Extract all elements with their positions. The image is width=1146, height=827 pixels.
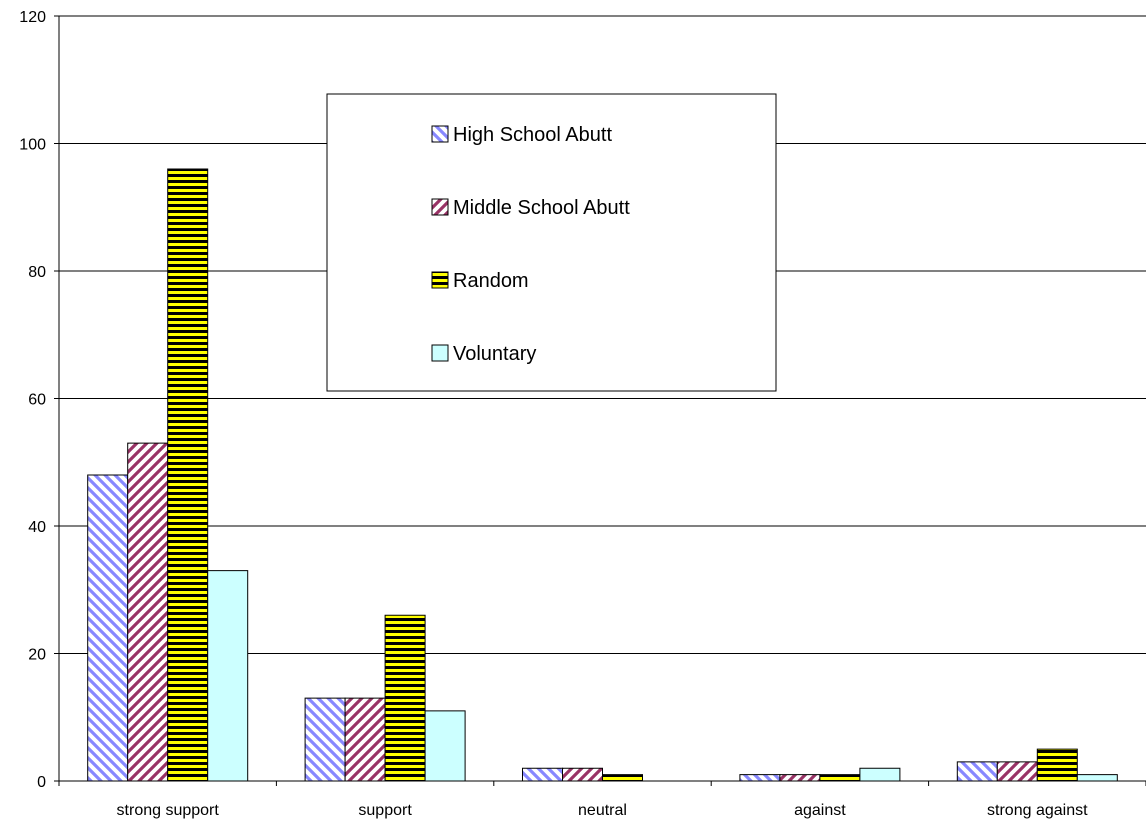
axes bbox=[54, 15, 1146, 786]
x-tick-label: strong against bbox=[987, 802, 1088, 819]
bar bbox=[1076, 774, 1118, 782]
x-tick-labels: strong support support neutral against stron… bbox=[117, 802, 1089, 819]
legend-box bbox=[326, 93, 777, 392]
bar bbox=[562, 767, 603, 782]
bars bbox=[87, 168, 1118, 782]
y-tick-label: 100 bbox=[19, 137, 46, 154]
bar bbox=[344, 697, 386, 782]
y-tick-label: 40 bbox=[28, 519, 46, 536]
legend-label: Voluntary bbox=[453, 343, 536, 365]
bar bbox=[87, 474, 129, 782]
y-tick-label: 80 bbox=[28, 264, 46, 281]
x-tick-label: neutral bbox=[578, 802, 627, 819]
legend-swatch bbox=[431, 125, 449, 143]
legend-label: Random bbox=[453, 270, 529, 292]
bar bbox=[167, 168, 209, 782]
y-tick-labels: 0 20 40 60 80 100 120 bbox=[19, 9, 46, 791]
x-tick-label: against bbox=[794, 802, 846, 819]
y-tick-label: 120 bbox=[19, 9, 46, 26]
legend-swatch bbox=[431, 344, 449, 362]
bar bbox=[859, 767, 901, 782]
x-tick-label: strong support bbox=[117, 802, 220, 819]
bar bbox=[996, 761, 1038, 782]
legend: High School Abutt Middle School Abutt Rand… bbox=[326, 93, 777, 392]
y-tick-label: 20 bbox=[28, 647, 46, 664]
bar bbox=[1036, 748, 1078, 782]
x-tick-label: support bbox=[358, 802, 412, 819]
bar bbox=[424, 710, 466, 782]
legend-swatch bbox=[431, 198, 449, 216]
bar bbox=[304, 697, 346, 782]
bar bbox=[207, 570, 249, 782]
bar bbox=[739, 774, 781, 782]
legend-label: Middle School Abutt bbox=[453, 197, 630, 219]
bar bbox=[779, 774, 821, 782]
legend-swatch bbox=[431, 271, 449, 289]
bar bbox=[522, 767, 563, 782]
bar bbox=[956, 761, 998, 782]
legend-label: High School Abutt bbox=[453, 124, 612, 146]
bar bbox=[127, 442, 169, 782]
bar bbox=[384, 614, 426, 782]
bar bbox=[602, 774, 643, 782]
y-tick-label: 60 bbox=[28, 392, 46, 409]
y-tick-label: 0 bbox=[37, 774, 46, 791]
bar bbox=[819, 774, 861, 782]
